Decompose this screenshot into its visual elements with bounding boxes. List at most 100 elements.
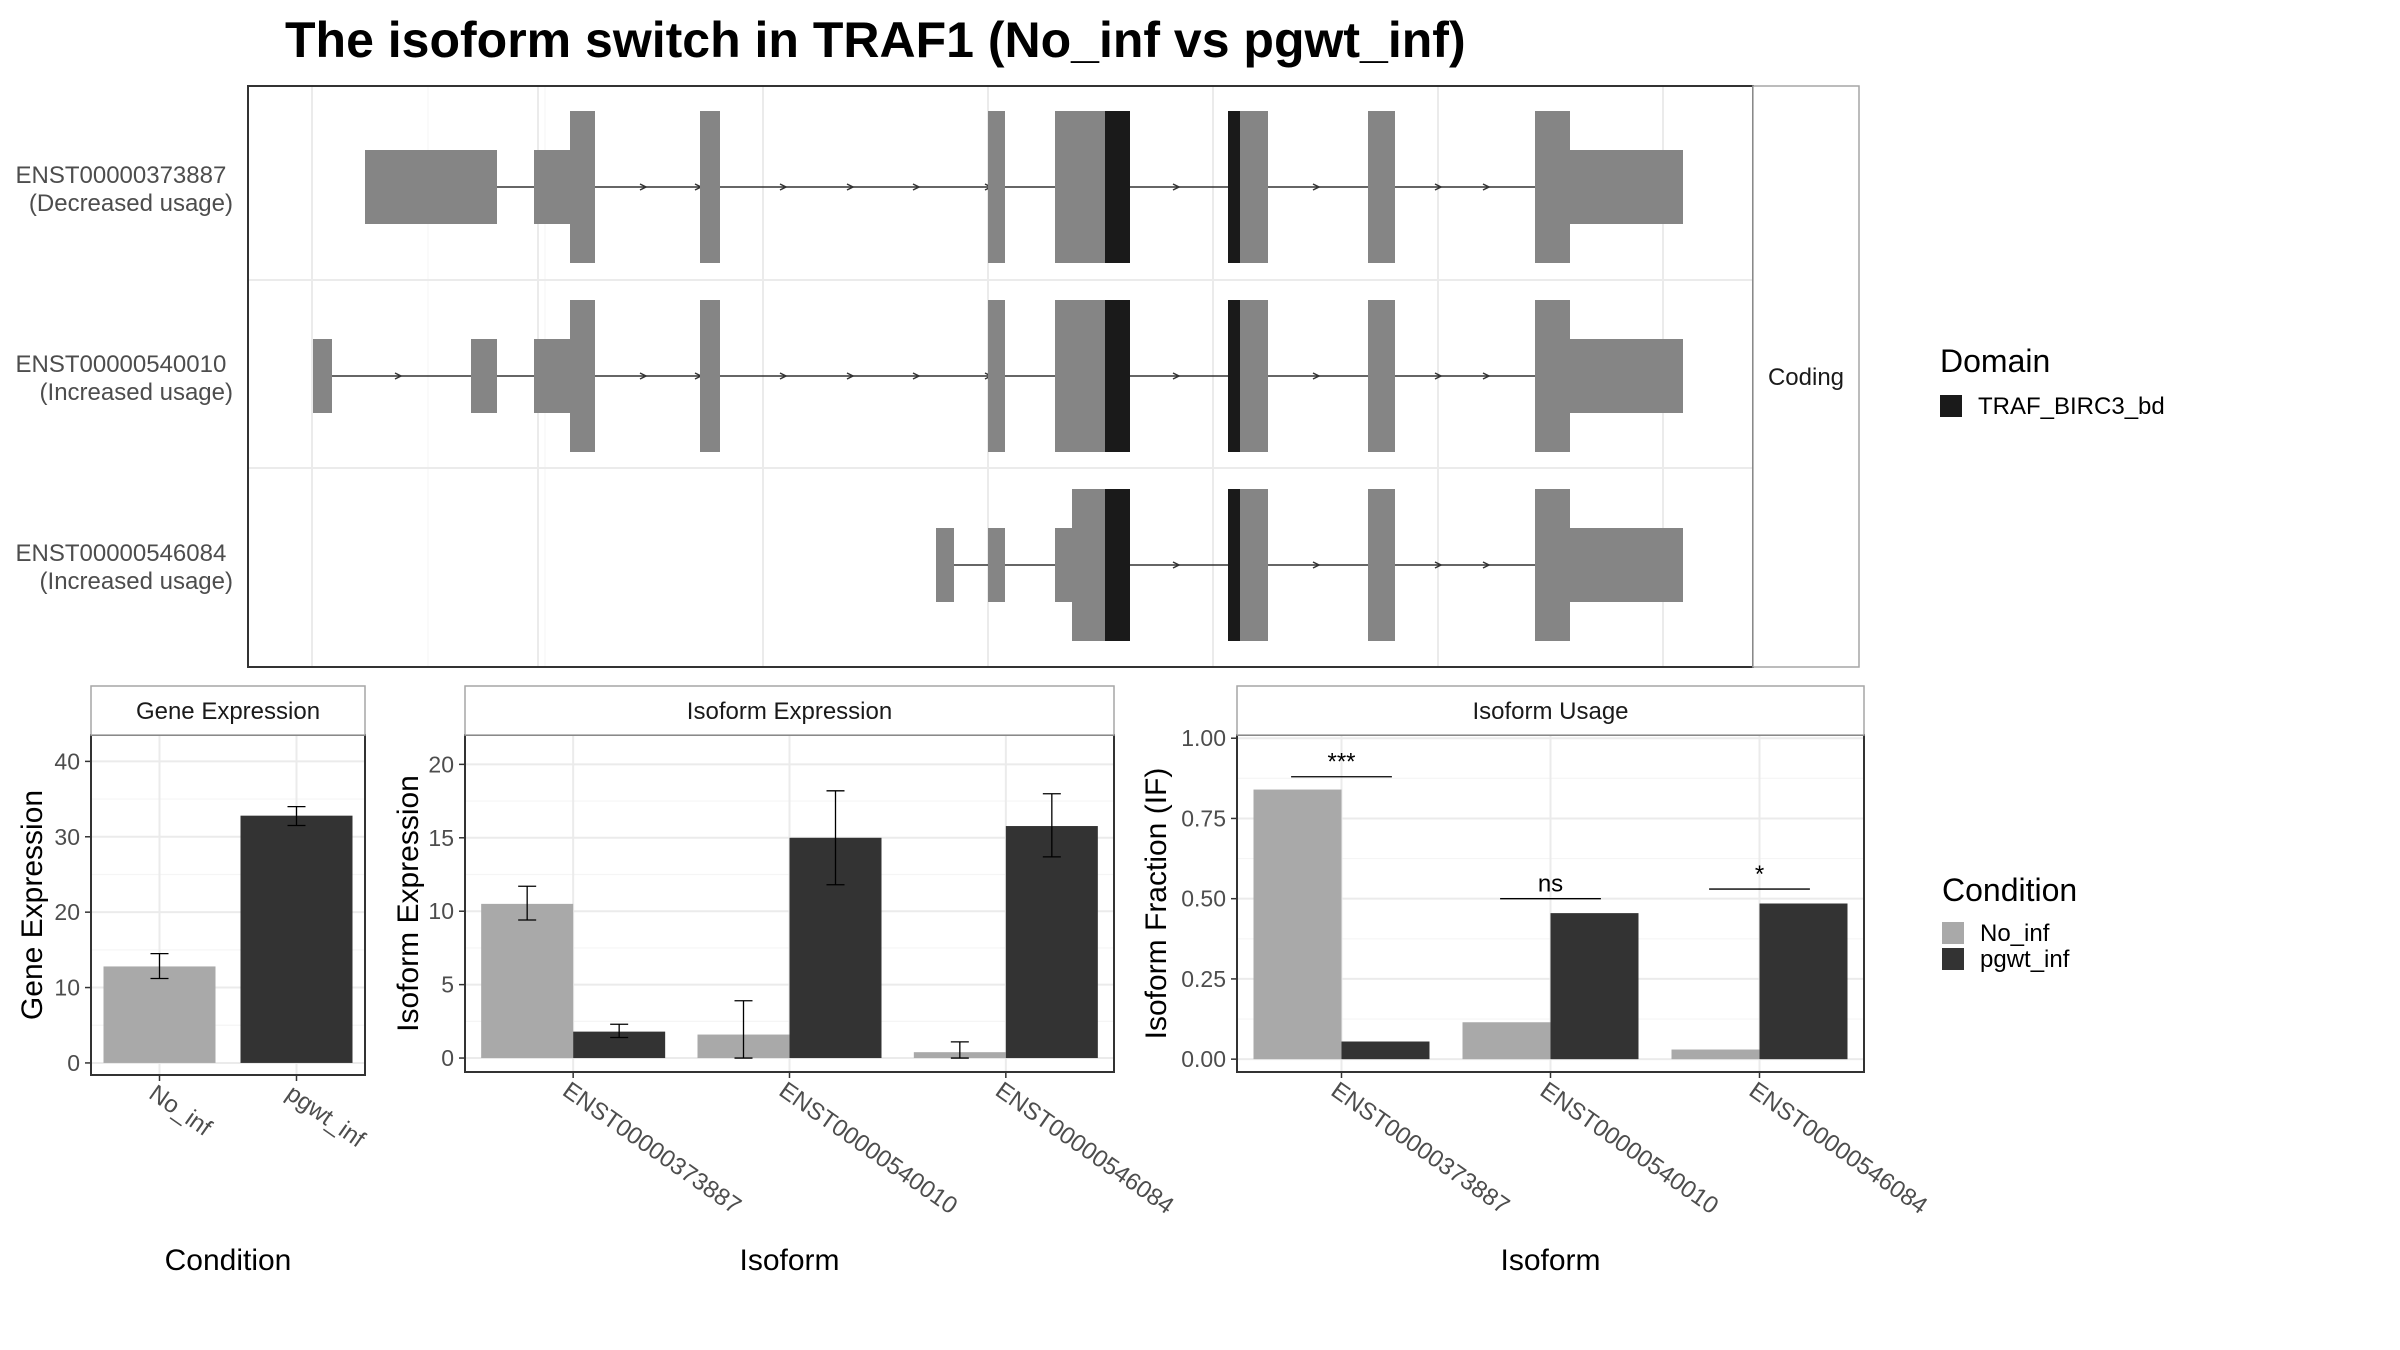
- panel-strip-title: Gene Expression: [136, 698, 320, 725]
- exon-block: [700, 111, 720, 263]
- domain-legend-label: TRAF_BIRC3_bd: [1978, 393, 2165, 420]
- structure-panel: Coding ENST00000373887 (Decreased usage)…: [15, 85, 1860, 668]
- exon-block: [988, 111, 1005, 263]
- significance-label: ns: [1538, 871, 1563, 898]
- x-axis-title: Condition: [165, 1244, 292, 1277]
- intron-arrow: [846, 183, 855, 191]
- exon-block: [1055, 528, 1072, 602]
- intron-arrow: [1312, 372, 1321, 380]
- exon-block: [1535, 111, 1570, 263]
- significance-label: ***: [1327, 749, 1355, 776]
- intron-arrow: [1434, 372, 1443, 380]
- domain-block: [1105, 111, 1130, 263]
- panel-strip-title: Isoform Expression: [687, 698, 892, 725]
- exon-block: [1072, 489, 1105, 641]
- y-tick-label: 15: [428, 825, 454, 851]
- intron-arrow: [779, 372, 788, 380]
- exon-block: [471, 339, 497, 413]
- condition-legend-title: Condition: [1942, 872, 2077, 908]
- exon-block: [700, 300, 720, 452]
- x-axis-title: Isoform: [1500, 1244, 1600, 1277]
- intron-arrow: [639, 183, 648, 191]
- condition-legend-swatch-no-inf: [1942, 922, 1964, 944]
- exon-block: [365, 150, 497, 224]
- exon-block: [1240, 489, 1268, 641]
- intron-arrow: [1172, 183, 1181, 191]
- bar: [1671, 1049, 1760, 1060]
- x-tick-label: ENST00000546084: [1744, 1077, 1932, 1220]
- bar: [481, 903, 574, 1059]
- panel-strip: [464, 685, 1115, 736]
- domain-legend-swatch: [1940, 395, 1962, 417]
- condition-legend-swatch-pgwt-inf: [1942, 948, 1964, 970]
- y-tick-label: 10: [54, 975, 80, 1001]
- transcript-label: ENST00000540010 (Increased usage): [15, 351, 233, 406]
- intron-arrow: [1172, 561, 1181, 569]
- domain-legend-title: Domain: [1940, 343, 2050, 379]
- x-tick-label: ENST00000373887: [1326, 1077, 1514, 1220]
- intron-arrow: [779, 183, 788, 191]
- condition-legend-label-no-inf: No_inf: [1980, 920, 2050, 947]
- significance-label: *: [1755, 861, 1764, 888]
- y-tick-label: 0.50: [1181, 886, 1226, 912]
- exon-block: [534, 339, 570, 413]
- exon-block: [1368, 111, 1395, 263]
- exon-block: [534, 150, 570, 224]
- exon-block: [1055, 111, 1105, 263]
- y-tick-label: 30: [54, 824, 80, 850]
- bar: [1253, 789, 1342, 1060]
- exon-block: [1570, 528, 1683, 602]
- structure-tracks: [313, 111, 1683, 641]
- exon-block: [1240, 300, 1268, 452]
- panel-strip: [1236, 685, 1865, 736]
- exon-block: [1368, 489, 1395, 641]
- bar: [1005, 826, 1098, 1059]
- exon-block: [988, 300, 1005, 452]
- y-axis-title: Isoform Expression: [392, 775, 425, 1032]
- y-tick-label: 10: [428, 898, 454, 924]
- intron-arrow: [1312, 561, 1321, 569]
- x-tick-label: ENST00000373887: [558, 1077, 746, 1220]
- exon-block: [313, 339, 332, 413]
- domain-block: [1105, 300, 1130, 452]
- intron-arrow: [1434, 561, 1443, 569]
- bar: [103, 966, 216, 1063]
- domain-block: [1228, 111, 1240, 263]
- intron-arrow: [912, 372, 921, 380]
- bar: [1759, 903, 1848, 1060]
- intron-arrow: [912, 183, 921, 191]
- exon-block: [988, 528, 1005, 602]
- domain-block: [1105, 489, 1130, 641]
- exon-block: [570, 300, 595, 452]
- y-axis-title: Isoform Fraction (IF): [1140, 768, 1173, 1040]
- intron-arrow: [1434, 183, 1443, 191]
- domain-legend: Domain TRAF_BIRC3_bd: [1940, 343, 2165, 420]
- bar: [1550, 913, 1639, 1060]
- x-tick-label: ENST00000540010: [774, 1077, 962, 1220]
- domain-block: [1228, 489, 1240, 641]
- intron-arrow: [1482, 183, 1491, 191]
- bar: [240, 815, 353, 1063]
- y-tick-label: 0.00: [1181, 1046, 1226, 1072]
- exon-block: [1570, 150, 1683, 224]
- y-tick-label: 0.75: [1181, 805, 1226, 831]
- y-tick-label: 20: [54, 899, 80, 925]
- exon-block: [1240, 111, 1268, 263]
- intron-arrow: [639, 372, 648, 380]
- intron-arrow: [1482, 372, 1491, 380]
- y-axis-title: Gene Expression: [16, 790, 49, 1020]
- condition-legend: Condition No_inf pgwt_inf: [1942, 872, 2077, 973]
- y-tick-label: 40: [54, 748, 80, 774]
- y-tick-label: 0: [67, 1050, 80, 1076]
- exon-block: [1055, 300, 1105, 452]
- intron-arrow: [1482, 561, 1491, 569]
- x-tick-label: pgwt_inf: [281, 1080, 370, 1154]
- exon-block: [1570, 339, 1683, 413]
- y-tick-label: 20: [428, 751, 454, 777]
- intron-arrow: [1172, 372, 1181, 380]
- condition-legend-label-pgwt-inf: pgwt_inf: [1980, 946, 2070, 973]
- y-tick-label: 1.00: [1181, 725, 1226, 751]
- intron-arrow: [394, 372, 403, 380]
